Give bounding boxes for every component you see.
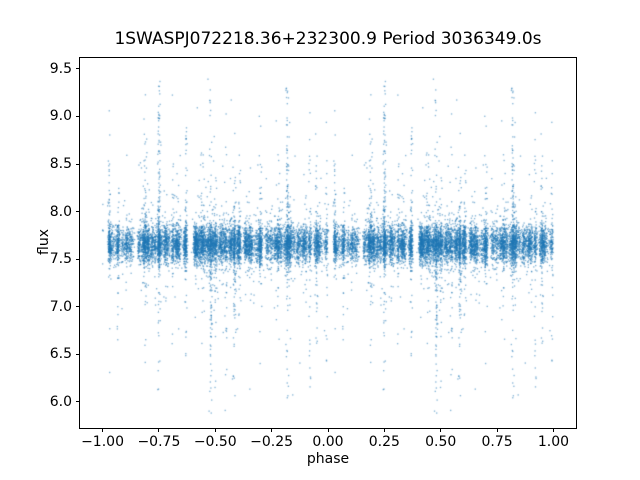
y-tick-label: 7.5	[49, 251, 72, 268]
y-tick-label: 8.0	[49, 203, 72, 220]
scatter-points-canvas	[80, 57, 576, 428]
x-tick-label: 1.00	[537, 434, 570, 450]
x-tick-label: 0.25	[368, 434, 400, 450]
x-tick-mark	[102, 427, 104, 432]
x-tick-mark	[440, 427, 442, 432]
x-tick-mark	[214, 427, 216, 432]
y-tick-label: 7.0	[49, 298, 72, 315]
x-tick-label: 0.75	[481, 434, 513, 450]
y-tick-mark	[76, 258, 80, 260]
x-tick-mark	[383, 427, 385, 432]
x-tick-mark	[158, 427, 160, 432]
x-tick-label: 0.00	[312, 434, 344, 450]
y-tick-mark	[76, 401, 80, 403]
y-tick-mark	[76, 353, 80, 355]
y-tick-mark	[76, 115, 80, 117]
y-tick-label: 9.5	[49, 60, 72, 77]
x-tick-label: 0.50	[425, 434, 457, 450]
x-tick-mark	[327, 427, 329, 432]
y-tick-mark	[76, 211, 80, 213]
y-tick-label: 6.5	[49, 346, 72, 363]
y-tick-label: 9.0	[49, 108, 72, 125]
y-tick-label: 8.5	[49, 156, 72, 173]
x-tick-mark	[271, 427, 273, 432]
y-tick-mark	[76, 306, 80, 308]
y-tick-mark	[76, 68, 80, 70]
x-tick-label: −0.25	[250, 434, 294, 450]
x-tick-mark	[496, 427, 498, 432]
y-tick-label: 6.0	[49, 393, 72, 410]
x-tick-label: −0.50	[193, 434, 237, 450]
x-axis-label: phase	[306, 451, 350, 467]
chart-title: 1SWASPJ072218.36+232300.9 Period 3036349…	[114, 29, 542, 49]
x-tick-label: −0.75	[137, 434, 181, 450]
y-tick-mark	[76, 163, 80, 165]
x-tick-label: −1.00	[81, 434, 124, 450]
x-tick-mark	[552, 427, 554, 432]
